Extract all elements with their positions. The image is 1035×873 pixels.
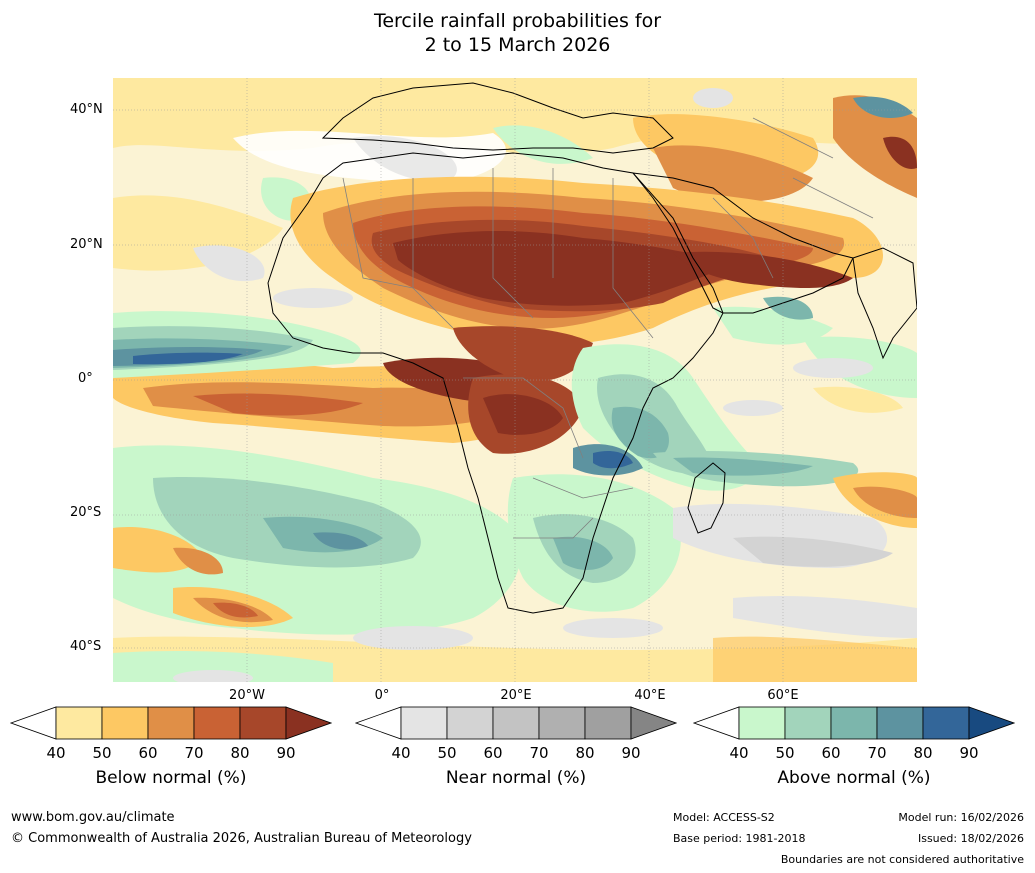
colorbar-swatch [538, 706, 586, 740]
colorbar-swatch [147, 706, 195, 740]
country-borders [342, 117, 874, 539]
tick: 50 [437, 744, 457, 762]
colorbar-swatch [492, 706, 540, 740]
colorbar-above-normal [693, 706, 1015, 740]
colorbar-extend-high [630, 706, 677, 740]
colorbar-above-label: Above normal (%) [777, 768, 931, 788]
above-normal-atlantic [113, 311, 361, 378]
colorbar-extend-high [968, 706, 1015, 740]
disclaimer-text: Boundaries are not considered authoritat… [780, 853, 1024, 866]
colorbar-extend-low [10, 706, 57, 740]
colorbar-swatch [784, 706, 832, 740]
colorbar-swatch [584, 706, 632, 740]
colorbar-above-swatches [693, 706, 1015, 740]
tick: 40 [391, 744, 411, 762]
lat-label-40s: 40°S [70, 639, 102, 654]
colorbar-near-normal [355, 706, 677, 740]
colorbar-swatch [446, 706, 494, 740]
colorbar-swatch [400, 706, 448, 740]
tick: 80 [913, 744, 933, 762]
copyright-text: © Commonwealth of Australia 2026, Austra… [11, 831, 472, 846]
tick: 60 [138, 744, 158, 762]
tick: 80 [575, 744, 595, 762]
tick: 40 [46, 744, 66, 762]
base-period-text: Base period: 1981-2018 [673, 832, 806, 845]
colorbar-swatch [239, 706, 287, 740]
colorbar-swatch [193, 706, 241, 740]
tick: 50 [92, 744, 112, 762]
tick: 70 [867, 744, 887, 762]
colorbar-extend-low [355, 706, 402, 740]
colorbar-swatch [830, 706, 878, 740]
tick: 40 [729, 744, 749, 762]
chart-title-line1: Tercile rainfall probabilities for [373, 10, 662, 32]
model-run-text: Model run: 16/02/2026 [898, 811, 1024, 824]
colorbar-below-normal [10, 706, 332, 740]
lon-label-0: 0° [374, 688, 390, 703]
tick: 90 [621, 744, 641, 762]
probability-shading [113, 78, 917, 282]
colorbar-below-label: Below normal (%) [95, 768, 247, 788]
tick: 60 [483, 744, 503, 762]
tick: 60 [821, 744, 841, 762]
lat-label-20n: 20°N [70, 237, 103, 252]
lon-label-40e: 40°E [634, 688, 666, 703]
chart-title-line2: 2 to 15 March 2026 [424, 34, 611, 56]
colorbar-swatch [922, 706, 970, 740]
colorbar-near-swatches [355, 706, 677, 740]
lat-label-equator: 0° [78, 371, 93, 386]
website-link[interactable]: www.bom.gov.au/climate [11, 810, 175, 825]
tick: 70 [529, 744, 549, 762]
lat-label-20s: 20°S [70, 505, 102, 520]
tick: 50 [775, 744, 795, 762]
lon-label-20w: 20°W [229, 688, 265, 703]
lat-label-40n: 40°N [70, 102, 103, 117]
colorbar-below-swatches [10, 706, 332, 740]
rainfall-probability-map [113, 78, 917, 682]
above-normal-south [113, 445, 917, 682]
map-gridlines [113, 78, 917, 682]
colorbar-swatch [55, 706, 103, 740]
colorbar-extend-high [285, 706, 332, 740]
tick: 70 [184, 744, 204, 762]
lon-label-60e: 60°E [767, 688, 799, 703]
tick: 80 [230, 744, 250, 762]
colorbar-near-label: Near normal (%) [445, 768, 587, 788]
near-normal-shading [173, 88, 873, 682]
tick: 90 [959, 744, 979, 762]
colorbar-swatch [101, 706, 149, 740]
colorbar-swatch [738, 706, 786, 740]
colorbar-extend-low [693, 706, 740, 740]
colorbar-swatch [876, 706, 924, 740]
lon-label-20e: 20°E [500, 688, 532, 703]
tick: 90 [276, 744, 296, 762]
coastlines [267, 82, 917, 614]
below-normal-core [290, 176, 883, 345]
model-text: Model: ACCESS-S2 [673, 811, 775, 824]
issued-text: Issued: 18/02/2026 [917, 832, 1024, 845]
